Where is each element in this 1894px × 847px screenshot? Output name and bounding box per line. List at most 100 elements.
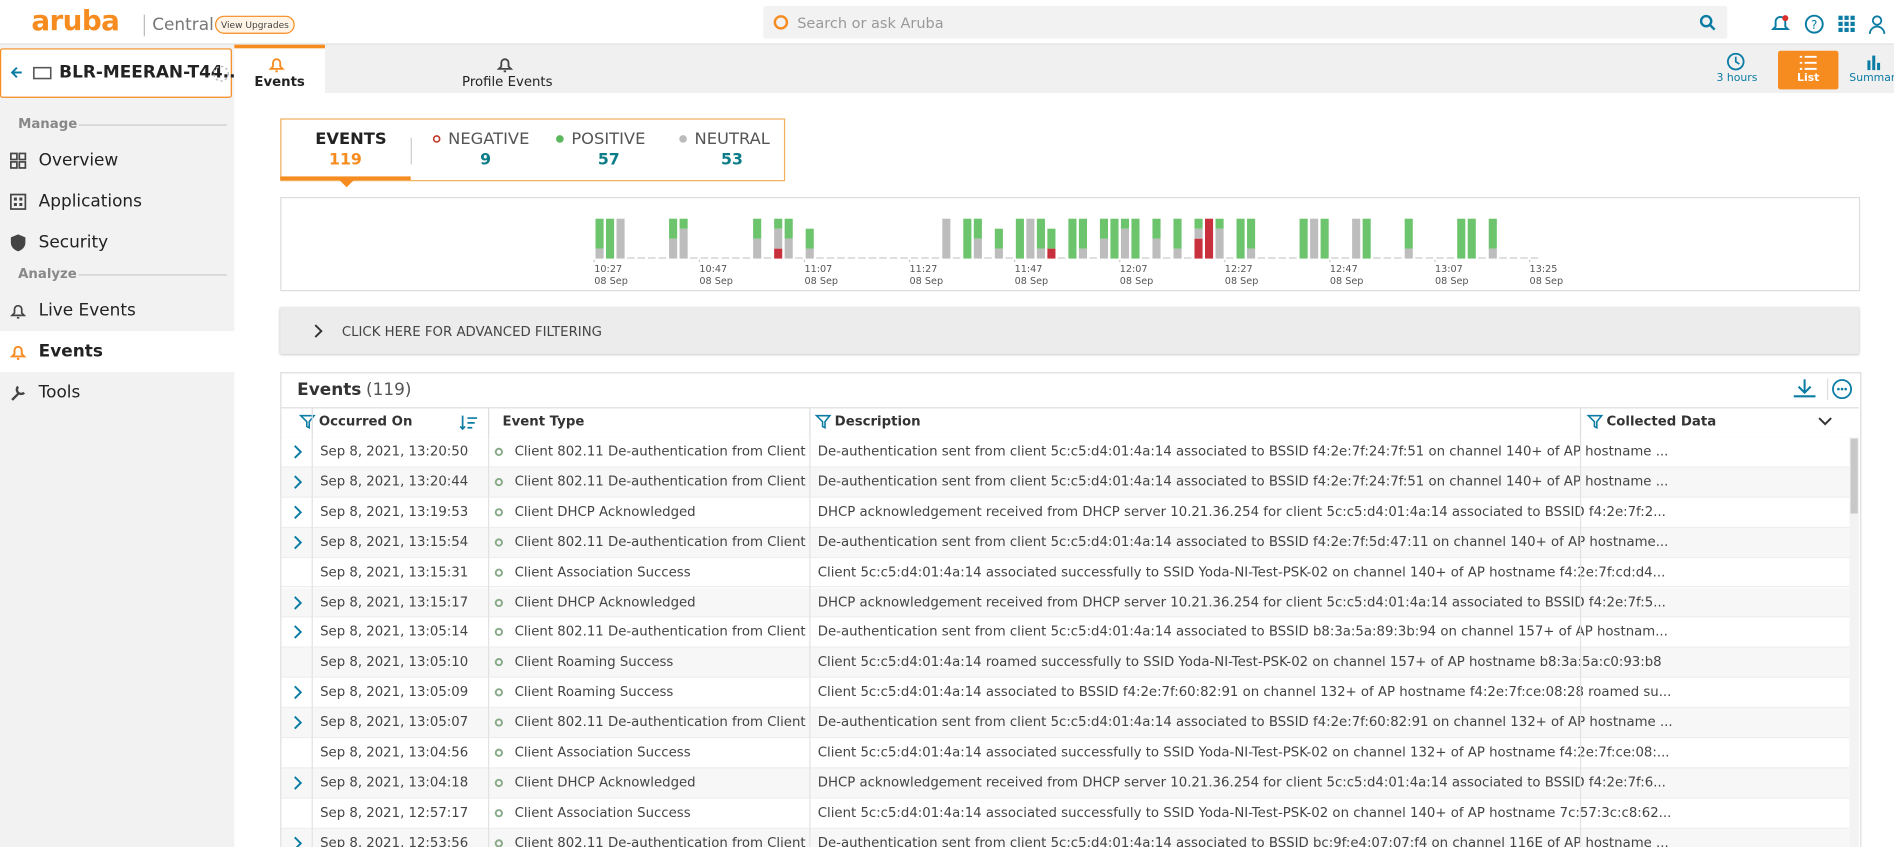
table-row[interactable] bbox=[281, 497, 1850, 528]
tab[interactable]: Profile Events bbox=[462, 73, 553, 90]
table-card bbox=[280, 372, 1862, 847]
column-header[interactable]: Description bbox=[834, 413, 921, 429]
table-cell: Sep 8, 2021, 13:05:14 bbox=[320, 623, 469, 640]
nav-item[interactable]: Overview bbox=[38, 151, 119, 171]
status-dot bbox=[556, 135, 564, 143]
table-cell: Client 5c:c5:d4:01:4a:14 associated succ… bbox=[817, 744, 1670, 761]
time-range[interactable]: 3 hours bbox=[1716, 72, 1758, 85]
column-rule bbox=[487, 768, 490, 799]
row-status bbox=[494, 808, 503, 818]
table-cell: Client DHCP Acknowledged bbox=[514, 774, 696, 791]
bar-segment bbox=[1404, 218, 1413, 249]
table-cell: Client 802.11 De-authentication from Cli… bbox=[514, 473, 806, 490]
bar-segment bbox=[606, 218, 615, 259]
column-header[interactable]: Occurred On bbox=[318, 413, 413, 429]
row-expander bbox=[294, 685, 303, 700]
table-cell: Sep 8, 2021, 12:53:56 bbox=[320, 834, 469, 847]
device-icons bbox=[10, 66, 52, 80]
table-row[interactable] bbox=[281, 798, 1850, 829]
x-tick-label: 11:47 bbox=[1015, 264, 1043, 275]
scroll-thumb[interactable] bbox=[1850, 438, 1858, 514]
nav-rule bbox=[78, 274, 228, 276]
column-header[interactable]: Collected Data bbox=[1606, 413, 1717, 429]
table-cell: Sep 8, 2021, 13:19:53 bbox=[320, 503, 469, 520]
bar-segment bbox=[1152, 218, 1161, 239]
summary-view[interactable]: Summary bbox=[1849, 72, 1894, 85]
header-icons[interactable]: ? bbox=[1770, 13, 1891, 35]
nav-icon bbox=[10, 304, 27, 319]
row-status bbox=[494, 778, 503, 787]
scrollbar bbox=[1849, 437, 1859, 847]
search-box[interactable] bbox=[763, 6, 1728, 39]
product-name: Central bbox=[152, 15, 214, 36]
spinner bbox=[213, 65, 230, 82]
table-cell: De-authentication sent from client 5c:c5… bbox=[817, 834, 1669, 847]
table-cell: Client Roaming Success bbox=[514, 654, 674, 670]
tab[interactable]: Events bbox=[254, 73, 305, 90]
dot bbox=[556, 135, 564, 143]
bar-segment bbox=[1247, 248, 1256, 259]
summary-label[interactable]: NEUTRAL bbox=[694, 129, 770, 149]
x-tick-label: 11:07 bbox=[804, 264, 832, 275]
upgrade-badge[interactable]: View Upgrades bbox=[215, 15, 295, 34]
row-expander bbox=[294, 595, 303, 610]
nav-item[interactable]: Live Events bbox=[38, 300, 136, 321]
status-dot bbox=[432, 135, 441, 143]
table-row[interactable] bbox=[281, 738, 1850, 769]
table-row[interactable] bbox=[281, 467, 1850, 498]
nav-item[interactable]: Tools bbox=[38, 383, 81, 403]
dot bbox=[432, 135, 441, 143]
table-row[interactable] bbox=[281, 557, 1850, 588]
nav-section: Manage bbox=[18, 115, 78, 132]
nav-item[interactable]: Security bbox=[38, 233, 109, 253]
table-row[interactable] bbox=[281, 587, 1850, 618]
table-row[interactable] bbox=[281, 648, 1850, 679]
filter-bar[interactable] bbox=[280, 306, 1859, 355]
table-actions[interactable] bbox=[1785, 376, 1857, 403]
row-status bbox=[494, 688, 503, 697]
table-row[interactable] bbox=[281, 617, 1850, 648]
search-icon[interactable] bbox=[1699, 14, 1717, 31]
table-row[interactable] bbox=[281, 768, 1850, 799]
row-status bbox=[494, 447, 503, 457]
table-row[interactable] bbox=[281, 708, 1850, 739]
bar-segment bbox=[994, 248, 1003, 259]
table-row[interactable] bbox=[281, 678, 1850, 709]
bar-segment bbox=[1047, 228, 1056, 249]
column-rule bbox=[1579, 467, 1582, 498]
column-rule bbox=[1579, 437, 1582, 468]
search-logo bbox=[773, 15, 789, 30]
tab-icon bbox=[268, 58, 285, 73]
table-cell: Client 5c:c5:d4:01:4a:14 roamed successf… bbox=[817, 654, 1662, 670]
row-expander bbox=[294, 836, 303, 847]
table-cell: Sep 8, 2021, 13:15:31 bbox=[320, 563, 469, 580]
summary-label[interactable]: NEGATIVE bbox=[448, 129, 530, 149]
row-status bbox=[494, 568, 503, 577]
bar-segment bbox=[774, 248, 783, 259]
nav-item[interactable]: Events bbox=[38, 341, 103, 362]
table-count: (119) bbox=[365, 380, 412, 400]
bar-segment bbox=[1131, 218, 1140, 259]
row-status bbox=[494, 658, 503, 667]
column-rule bbox=[809, 617, 811, 649]
device-box[interactable] bbox=[0, 48, 232, 98]
table-row[interactable] bbox=[281, 828, 1850, 847]
table-row[interactable] bbox=[281, 437, 1850, 468]
summary-label[interactable]: POSITIVE bbox=[571, 129, 646, 149]
column-rule bbox=[809, 678, 811, 709]
x-tick-date: 08 Sep bbox=[1015, 276, 1049, 287]
column-rule bbox=[311, 467, 313, 498]
bar-segment bbox=[595, 218, 604, 249]
table-cell: Sep 8, 2021, 13:05:09 bbox=[320, 684, 469, 700]
table-row[interactable] bbox=[281, 527, 1850, 558]
tab-icon bbox=[496, 58, 514, 73]
column-header[interactable]: Event Type bbox=[502, 413, 585, 429]
x-tick-label: 12:07 bbox=[1120, 264, 1148, 275]
column-rule bbox=[487, 437, 490, 468]
logo[interactable]: aruba bbox=[31, 6, 120, 38]
column-rule bbox=[1579, 617, 1582, 649]
column-rule bbox=[311, 678, 313, 709]
summary-label[interactable]: EVENTS bbox=[315, 129, 387, 149]
bar-segment bbox=[1099, 238, 1109, 259]
nav-item[interactable]: Applications bbox=[38, 192, 142, 212]
